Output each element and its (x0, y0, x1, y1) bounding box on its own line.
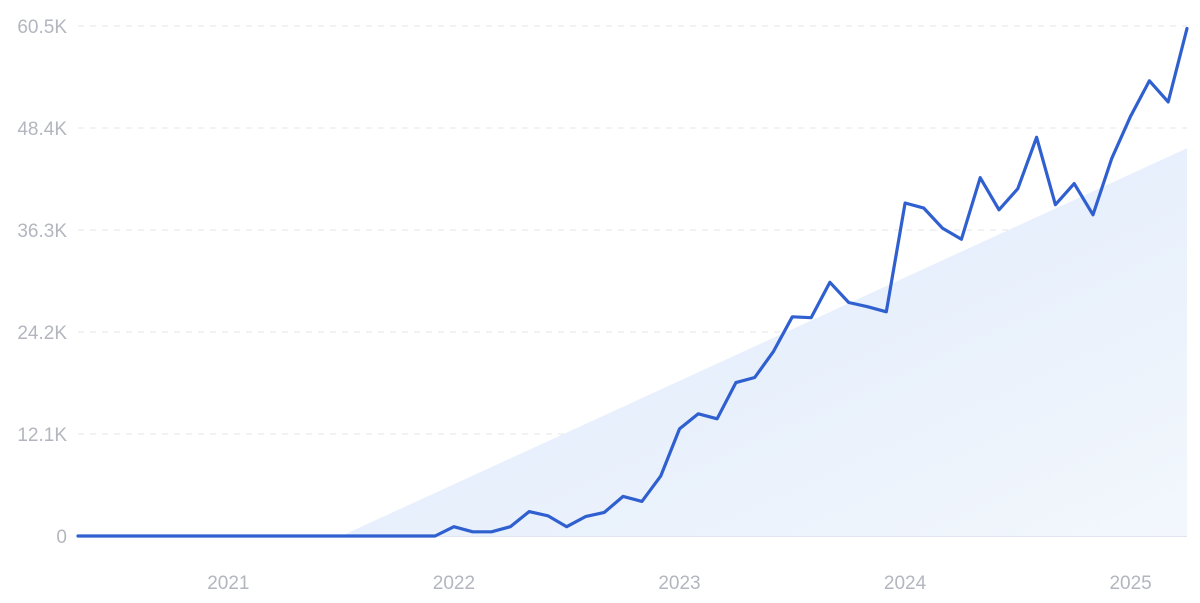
y-tick-label: 36.3K (17, 221, 67, 242)
x-tick-label: 2024 (884, 573, 927, 594)
trend-area (341, 148, 1187, 537)
x-tick-label: 2022 (433, 573, 475, 594)
y-axis-ticks: 0 12.1K 24.2K 36.3K 48.4K 60.5K (17, 17, 67, 548)
y-tick-label: 48.4K (17, 119, 67, 140)
x-tick-label: 2025 (1109, 573, 1151, 594)
y-tick-label: 0 (56, 527, 67, 548)
y-tick-label: 12.1K (17, 425, 67, 446)
x-tick-label: 2021 (207, 573, 249, 594)
series-layer (76, 26, 1189, 538)
x-tick-label: 2023 (658, 573, 700, 594)
x-axis-ticks: 2021 2022 2023 2024 2025 (207, 573, 1152, 594)
trend-area-layer (341, 148, 1187, 537)
series-line (76, 26, 1189, 538)
y-tick-label: 24.2K (17, 323, 67, 344)
y-tick-label: 60.5K (17, 17, 67, 38)
